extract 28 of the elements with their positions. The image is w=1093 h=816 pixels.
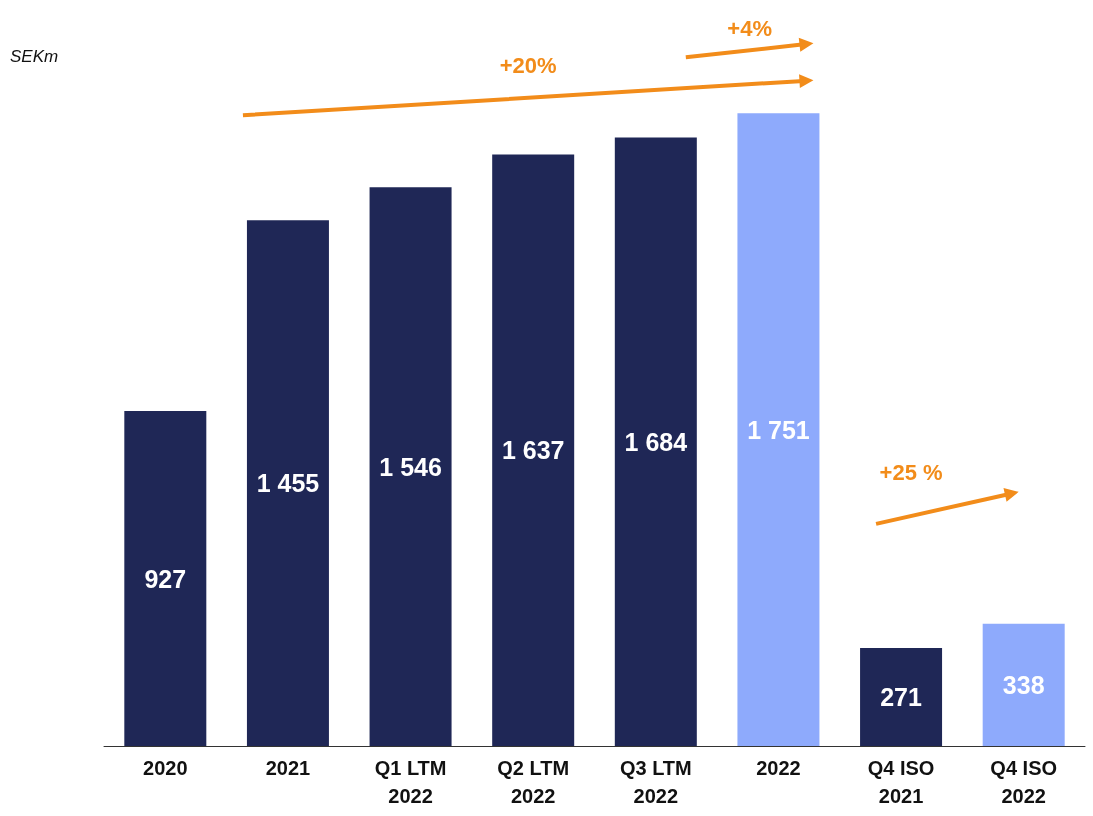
text: +20% [499,52,557,78]
data-label: 1 455 [256,469,320,498]
x-tick-label: Q4 ISO 2021 [867,757,935,807]
bar [982,623,1065,746]
annotation: +25 % [879,460,943,486]
data-label: 927 [144,564,187,593]
bar [614,137,697,746]
x-tick-label: 2022 [756,757,801,779]
bar [246,220,329,746]
bar [860,648,943,746]
x-tick-label: 2020 [143,757,188,779]
x-tick-label: 2021 [265,757,311,779]
data-label: 1 546 [379,452,442,481]
data-label: 1 637 [501,436,565,465]
x-tick-label: Q4 ISO 2022 [990,757,1058,807]
data-label: 338 [1002,670,1045,699]
data-label: 1 684 [624,427,688,456]
x-tick-label: Q3 LTM 2022 [619,757,692,807]
text: +4% [727,15,772,41]
y-axis-title: SEKm [10,47,59,66]
x-tick-label: Q1 LTM 2022 [374,757,447,807]
bar [369,187,452,746]
data-label: 1 751 [747,415,810,444]
bar [492,154,575,746]
bar [124,411,207,746]
data-label: 271 [880,683,923,712]
x-tick-label: Q2 LTM 2022 [497,757,570,807]
bar [737,113,820,746]
